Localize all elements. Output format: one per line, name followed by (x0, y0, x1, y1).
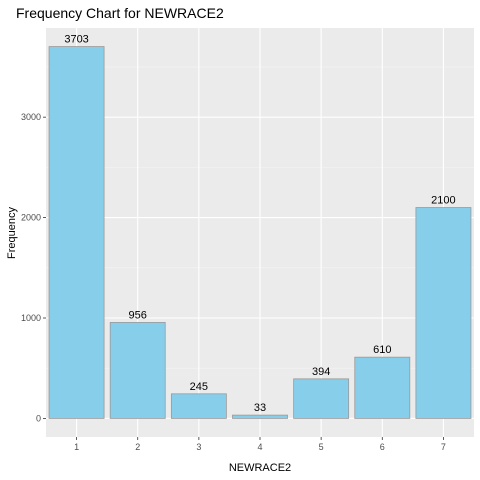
y-tick-label: 3000 (21, 112, 41, 122)
x-tick-label: 7 (441, 442, 446, 452)
x-axis-title: NEWRACE2 (229, 462, 291, 474)
bar-6 (354, 356, 411, 419)
data-label-2: 956 (129, 309, 147, 321)
bar-7 (415, 207, 472, 419)
y-tick-label: 1000 (21, 313, 41, 323)
y-tick-label: 0 (36, 413, 41, 423)
bars (48, 46, 472, 419)
bar-5 (293, 378, 350, 419)
data-label-6: 610 (373, 344, 391, 356)
data-label-3: 245 (190, 381, 208, 393)
x-tick-label: 4 (257, 442, 262, 452)
bar-4 (232, 414, 288, 419)
bar-3 (170, 393, 227, 419)
chart-title: Frequency Chart for NEWRACE2 (16, 5, 224, 21)
x-tick-label: 5 (319, 442, 324, 452)
data-labels: 3703 956 245 33 394 610 2100 (64, 34, 455, 415)
data-label-5: 394 (312, 366, 330, 378)
x-tick-label: 2 (135, 442, 140, 452)
x-axis: 1 2 3 4 5 6 7 (74, 437, 446, 452)
x-tick-label: 3 (196, 442, 201, 452)
data-label-7: 2100 (431, 195, 455, 207)
x-tick-label: 1 (74, 442, 79, 452)
data-label-1: 3703 (64, 34, 88, 46)
x-tick-label: 6 (380, 442, 385, 452)
data-label-4: 33 (254, 402, 266, 414)
y-tick-label: 2000 (21, 213, 41, 223)
bar-1 (48, 46, 105, 419)
y-axis: 0 1000 2000 3000 (21, 112, 46, 423)
y-axis-title: Frequency (6, 207, 18, 259)
bar-2 (109, 322, 166, 419)
